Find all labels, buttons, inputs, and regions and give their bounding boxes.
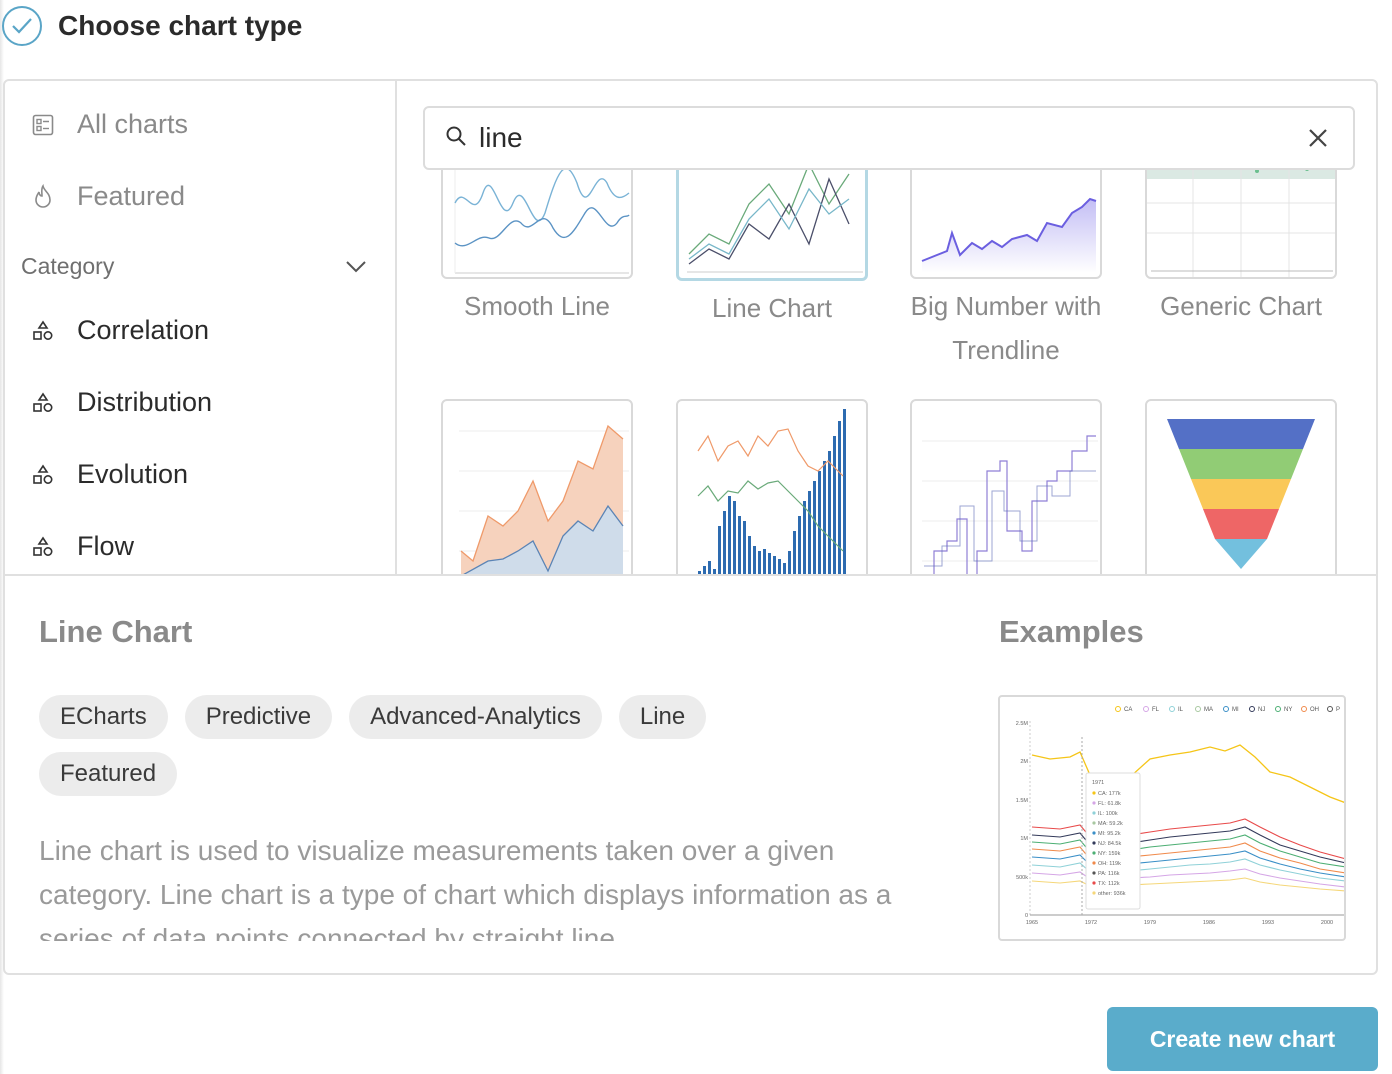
search-input[interactable]: line (479, 122, 523, 153)
search-bar[interactable]: line (423, 106, 1355, 170)
tooltip-row: PA: 116k (1098, 871, 1120, 877)
gallery-label: Line Chart (712, 293, 832, 323)
legend-entry: CA (1124, 707, 1132, 713)
sidebar-item-label: Flow (77, 531, 135, 561)
chevron-down-icon (345, 253, 367, 280)
sidebar-item-distribution[interactable]: Distribution (29, 387, 212, 418)
tag-badge[interactable]: Predictive (184, 695, 333, 739)
create-new-chart-button[interactable]: Create new chart (1107, 1007, 1378, 1071)
left-shade (0, 0, 4, 1074)
tooltip-row: other: 936k (1098, 891, 1126, 897)
fire-icon (29, 183, 57, 211)
sidebar-item-correlation[interactable]: Correlation (29, 315, 209, 346)
legend-entry: MA (1204, 707, 1213, 713)
x-tick: 1972 (1085, 920, 1097, 926)
tooltip-row: NY: 159k (1098, 851, 1121, 857)
tag-badge[interactable]: Advanced-Analytics (349, 695, 602, 739)
shapes-icon (29, 317, 57, 345)
x-tick: 1979 (1144, 920, 1156, 926)
list-icon (29, 111, 57, 139)
tooltip-row: FL: 61.8k (1098, 801, 1121, 807)
search-icon (445, 125, 467, 152)
thumb-mixed-chart[interactable] (676, 399, 868, 574)
tag-badge[interactable]: Line (618, 695, 707, 739)
x-tick: 1965 (1026, 920, 1038, 926)
legend-entry: NJ (1258, 707, 1265, 713)
legend-entry: NY (1284, 707, 1292, 713)
y-tick: 500k (1016, 875, 1028, 881)
y-tick: 2.5M (1016, 721, 1029, 727)
sidebar-item-all-charts[interactable]: All charts (29, 109, 188, 140)
legend-entry: MI (1232, 707, 1239, 713)
chart-chooser-panel: All charts Featured Category Correlation… (3, 79, 1378, 975)
x-tick: 1986 (1203, 920, 1215, 926)
chart-description: Line chart is used to visualize measurem… (39, 835, 892, 941)
selected-chart-title: Line Chart (39, 614, 193, 649)
tooltip-row: OH: 119k (1098, 861, 1121, 867)
tooltip-title: 1971 (1092, 780, 1104, 786)
y-tick: 1M (1020, 836, 1028, 842)
legend-entry: OH (1310, 707, 1319, 713)
shapes-icon (29, 533, 57, 561)
sidebar-item-flow[interactable]: Flow (29, 531, 134, 562)
tooltip-row: MI: 95.2k (1098, 831, 1121, 837)
x-tick: 2000 (1321, 920, 1333, 926)
gallery-label: Smooth Line (464, 291, 610, 321)
step-header: Choose chart type (2, 6, 302, 46)
sidebar-item-label: Correlation (77, 315, 210, 345)
tooltip-row: NJ: 84.5k (1098, 841, 1121, 847)
legend-entry: IL (1178, 707, 1184, 713)
shapes-icon (29, 389, 57, 417)
chart-gallery: line Smooth Line Line Chart (399, 81, 1376, 574)
sidebar-item-label: Evolution (77, 459, 189, 489)
examples-title: Examples (999, 614, 1144, 649)
tooltip-row: CA: 177k (1098, 791, 1121, 797)
thumb-funnel-chart[interactable] (1145, 399, 1337, 574)
page-title: Choose chart type (58, 10, 303, 41)
legend-entry: FL (1152, 707, 1160, 713)
sidebar-item-label: All charts (77, 109, 189, 139)
sidebar-item-label: Featured (77, 181, 186, 211)
gallery-label: Big Number with Trendline (910, 291, 1102, 365)
tooltip-row: MA: 59.2k (1098, 821, 1123, 827)
y-tick: 2M (1020, 759, 1028, 765)
legend-entry: P (1336, 707, 1340, 713)
sidebar-item-label: Distribution (77, 387, 213, 417)
tooltip-row: IL: 100k (1098, 811, 1118, 817)
x-tick: 1993 (1262, 920, 1274, 926)
y-tick: 0 (1025, 913, 1028, 919)
y-tick: 1.5M (1016, 798, 1029, 804)
tag-badge[interactable]: Featured (39, 752, 178, 796)
sidebar-item-featured[interactable]: Featured (29, 181, 185, 212)
shapes-icon (29, 461, 57, 489)
thumb-step-line[interactable] (910, 399, 1102, 574)
example-thumbnail[interactable]: CA FL IL MA MI NJ NY OH P 2.5M 2M 1.5M 1… (998, 695, 1346, 941)
divider (5, 574, 1376, 576)
sidebar-item-evolution[interactable]: Evolution (29, 459, 188, 490)
check-circle-icon (2, 6, 42, 46)
thumb-area-chart[interactable] (441, 399, 633, 574)
tag-badge[interactable]: ECharts (39, 695, 168, 739)
sidebar: All charts Featured Category Correlation… (5, 81, 397, 574)
gallery-label: Generic Chart (1160, 291, 1322, 321)
tooltip-row: TX: 112k (1098, 881, 1120, 887)
tag-list: ECharts Predictive Advanced-Analytics Li… (39, 695, 799, 796)
close-icon[interactable] (1303, 123, 1333, 153)
category-label: Category (21, 253, 115, 279)
category-toggle[interactable]: Category (21, 253, 367, 280)
